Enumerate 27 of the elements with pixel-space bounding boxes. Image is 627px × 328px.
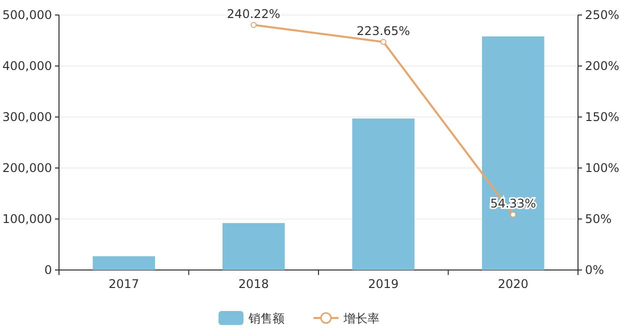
x-tick-label: 2017: [108, 277, 140, 291]
bar: [482, 36, 544, 270]
y2-tick-label: 200%: [585, 59, 620, 73]
data-label: 240.22%: [226, 6, 280, 21]
y-tick-label: 300,000: [2, 110, 52, 124]
y2-tick-label: 100%: [585, 161, 620, 175]
y2-tick-label: 250%: [585, 8, 620, 22]
data-label: 223.65%: [356, 24, 410, 38]
legend-label: 销售额: [248, 312, 284, 326]
point: [380, 38, 386, 45]
x-tick-label: 2019: [368, 277, 399, 291]
y2-tick-label: 0%: [585, 263, 604, 277]
point: [510, 212, 516, 218]
y-tick-label: 0: [44, 263, 52, 277]
y2-tick-label: 50%: [585, 212, 612, 226]
x-tick-label: 2018: [238, 277, 269, 291]
bar: [352, 118, 415, 270]
point: [250, 22, 257, 28]
y-tick-label: 100,000: [2, 212, 52, 226]
y-tick-label: 200,000: [2, 161, 52, 175]
y-tick-label: 500,000: [2, 8, 52, 22]
x-tick-label: 2020: [498, 277, 528, 291]
y2-tick-label: 150%: [585, 110, 620, 124]
bar: [222, 223, 285, 270]
bar: [92, 256, 156, 270]
y-tick-label: 400,000: [2, 59, 52, 73]
legend-label: 增长率: [342, 312, 380, 326]
